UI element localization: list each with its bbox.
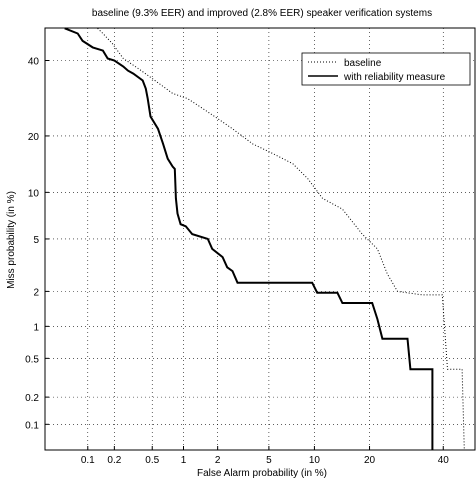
det-curve: [64, 27, 434, 450]
x-tick-label: 0.2: [107, 455, 121, 466]
y-tick-label: 0.1: [25, 420, 39, 431]
y-tick-label: 10: [28, 188, 40, 199]
legend-box: [301, 52, 471, 86]
plot-frame: [44, 27, 476, 451]
x-tick-label: 2: [215, 455, 221, 466]
y-tick-label: 40: [28, 56, 40, 67]
y-tick-label: 5: [33, 235, 39, 246]
y-tick-label: 0.5: [25, 354, 39, 365]
y-tick-label: 1: [33, 322, 39, 333]
chart-title: baseline (9.3% EER) and improved (2.8% E…: [92, 8, 432, 19]
x-tick-label: 1: [181, 455, 187, 466]
legend-label: with reliability measure: [343, 72, 446, 83]
x-axis-label: False Alarm probability (in %): [197, 468, 327, 479]
x-tick-label: 20: [364, 455, 376, 466]
x-tick-label: 0.5: [145, 455, 159, 466]
y-axis-label: Miss probability (in %): [6, 191, 17, 289]
y-tick-label: 0.2: [25, 393, 39, 404]
x-tick-label: 5: [266, 455, 272, 466]
y-tick-label: 2: [33, 287, 39, 298]
legend-label: baseline: [344, 58, 382, 69]
y-tick-label: 20: [28, 132, 40, 143]
det-curve: [97, 27, 465, 451]
x-tick-label: 40: [438, 455, 450, 466]
x-tick-label: 0.1: [81, 455, 95, 466]
x-tick-label: 10: [309, 455, 321, 466]
